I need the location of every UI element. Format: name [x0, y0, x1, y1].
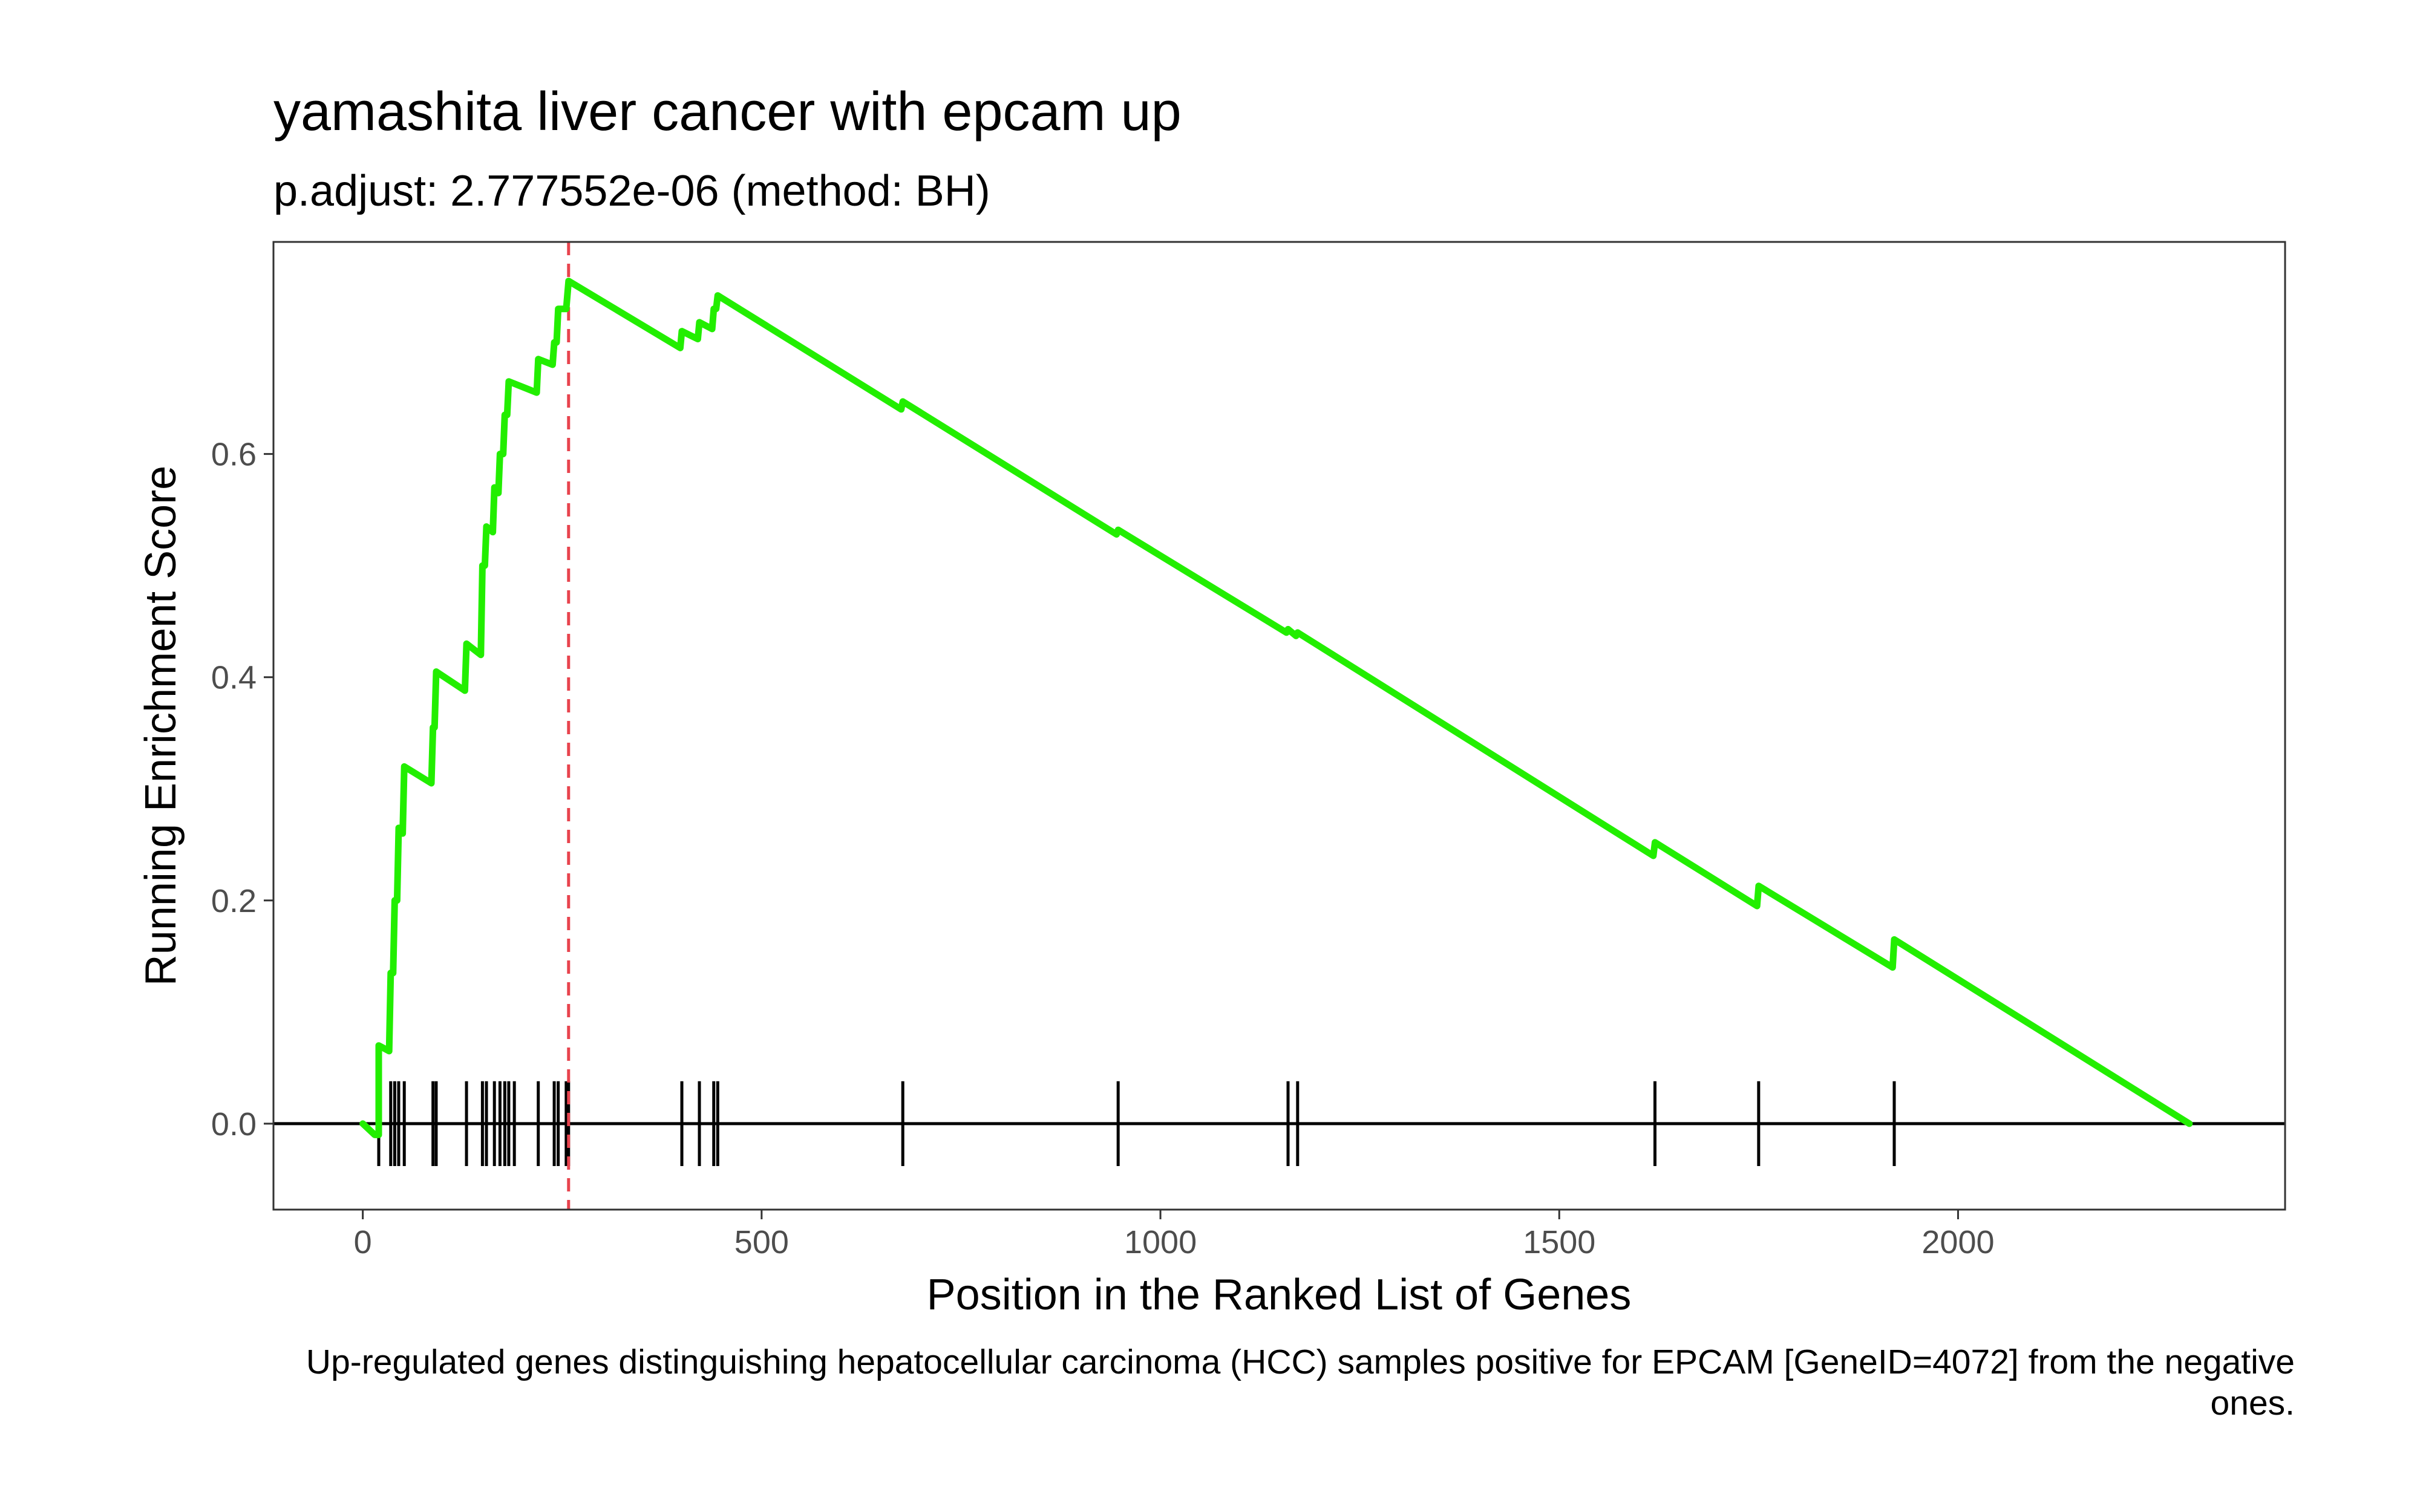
x-tick-label: 500: [734, 1224, 789, 1260]
y-tick-label: 0.0: [211, 1106, 257, 1142]
x-tick-label: 1500: [1523, 1224, 1595, 1260]
chart-caption: Up-regulated genes distinguishing hepato…: [306, 1343, 2295, 1422]
chart-title: yamashita liver cancer with epcam up: [273, 82, 1182, 142]
y-axis-title: Running Enrichment Score: [137, 466, 185, 986]
plot-panel-border: [272, 241, 2286, 1211]
enrichment-curve: [359, 278, 2193, 1138]
y-tick-label: 0.6: [211, 437, 257, 473]
x-tick-label: 1000: [1124, 1224, 1197, 1260]
chart-subtitle: p.adjust: 2.777552e-06 (method: BH): [273, 167, 990, 215]
x-tick-label: 2000: [1921, 1224, 1994, 1260]
y-tick-label: 0.2: [211, 883, 257, 919]
x-tick-label: 0: [354, 1224, 372, 1260]
y-tick-label: 0.4: [211, 660, 257, 696]
x-axis-title: Position in the Ranked List of Genes: [927, 1271, 1632, 1319]
